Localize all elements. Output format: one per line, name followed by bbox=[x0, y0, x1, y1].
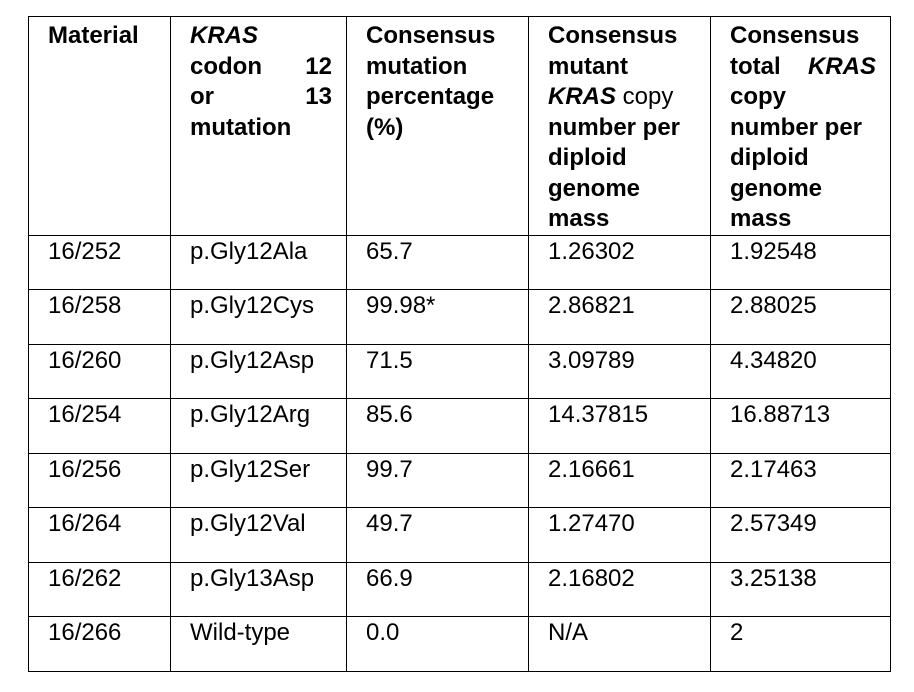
cell-value: 14.37815 bbox=[548, 401, 649, 428]
cell-mutant-copy: 2.16802 bbox=[528, 561, 711, 617]
cell-value: 2.88025 bbox=[730, 292, 817, 319]
cell-value: p.Gly13Asp bbox=[190, 564, 315, 592]
cell-mutant-copy: 14.37815 bbox=[528, 398, 711, 454]
cell-value: 1.27470 bbox=[548, 510, 635, 537]
cell-material: 16/266 bbox=[28, 616, 171, 672]
cell-material: 16/260 bbox=[28, 343, 171, 399]
header-material: Material bbox=[28, 16, 171, 236]
cell-value: 2.16661 bbox=[548, 455, 635, 483]
table-row: 16/254 p.Gly12Arg 85.6 14.37815 16.88713 bbox=[28, 398, 891, 454]
cell-value: 2.86821 bbox=[548, 292, 635, 319]
cell-mutation: p.Gly12Ala bbox=[170, 234, 347, 290]
cell-value: 66.9 bbox=[366, 564, 413, 592]
table-row: 16/260 p.Gly12Asp 71.5 3.09789 4.34820 bbox=[28, 343, 891, 399]
cell-value: 71.5 bbox=[366, 346, 413, 374]
table-row: 16/262 p.Gly13Asp 66.9 2.16802 3.25138 bbox=[28, 561, 891, 617]
cell-material: 16/256 bbox=[28, 452, 171, 508]
header-mutation: KRAS codon 12 or 13 mutation bbox=[170, 16, 347, 236]
cell-value: 16.88713 bbox=[730, 401, 831, 428]
cell-percentage: 85.6 bbox=[346, 398, 529, 454]
cell-total-copy: 2.88025 bbox=[710, 289, 891, 345]
cell-value: p.Gly12Arg bbox=[190, 401, 311, 428]
cell-value: 99.7 bbox=[366, 455, 413, 483]
cell-mutation: p.Gly12Val bbox=[170, 507, 347, 563]
cell-percentage: 66.9 bbox=[346, 561, 529, 617]
cell-mutation: p.Gly12Asp bbox=[170, 343, 347, 399]
cell-percentage: 71.5 bbox=[346, 343, 529, 399]
cell-value: 0.0 bbox=[366, 619, 400, 646]
cell-percentage: 49.7 bbox=[346, 507, 529, 563]
cell-value: p.Gly12Val bbox=[190, 510, 306, 537]
cell-value: p.Gly12Ser bbox=[190, 455, 311, 483]
table-row: 16/256 p.Gly12Ser 99.7 2.16661 2.17463 bbox=[28, 452, 891, 508]
cell-mutation: p.Gly12Ser bbox=[170, 452, 347, 508]
cell-value: 16/264 bbox=[48, 510, 122, 537]
cell-mutant-copy: 1.26302 bbox=[528, 234, 711, 290]
cell-material: 16/258 bbox=[28, 289, 171, 345]
cell-value: 16/262 bbox=[48, 564, 122, 592]
cell-total-copy: 4.34820 bbox=[710, 343, 891, 399]
cell-value: p.Gly12Cys bbox=[190, 292, 315, 319]
header-mutant-copy: Consensus mutant KRAS copy number per di… bbox=[528, 16, 711, 236]
cell-material: 16/252 bbox=[28, 234, 171, 290]
cell-value: 3.25138 bbox=[730, 564, 817, 592]
cell-value: 16/258 bbox=[48, 292, 122, 319]
cell-value: 2.57349 bbox=[730, 510, 817, 537]
cell-value: 2.17463 bbox=[730, 455, 817, 483]
cell-mutant-copy: N/A bbox=[528, 616, 711, 672]
cell-value: p.Gly12Asp bbox=[190, 346, 315, 374]
cell-value: 99.98* bbox=[366, 292, 436, 319]
cell-value: 4.34820 bbox=[730, 346, 817, 374]
table-row: 16/252 p.Gly12Ala 65.7 1.26302 1.92548 bbox=[28, 234, 891, 290]
table-row: 16/258 p.Gly12Cys 99.98* 2.86821 2.88025 bbox=[28, 289, 891, 345]
cell-value: 16/256 bbox=[48, 455, 122, 483]
cell-value: p.Gly12Ala bbox=[190, 237, 308, 265]
cell-material: 16/264 bbox=[28, 507, 171, 563]
cell-value: 16/252 bbox=[48, 237, 122, 265]
cell-total-copy: 3.25138 bbox=[710, 561, 891, 617]
cell-value: 1.92548 bbox=[730, 237, 817, 265]
cell-value: Wild-type bbox=[190, 619, 291, 646]
cell-mutant-copy: 1.27470 bbox=[528, 507, 711, 563]
cell-percentage: 65.7 bbox=[346, 234, 529, 290]
header-percentage: Consensus mutation percentage (%) bbox=[346, 16, 529, 236]
cell-mutation: p.Gly12Cys bbox=[170, 289, 347, 345]
cell-value: 65.7 bbox=[366, 237, 413, 265]
table-row: 16/264 p.Gly12Val 49.7 1.27470 2.57349 bbox=[28, 507, 891, 563]
cell-value: 3.09789 bbox=[548, 346, 635, 374]
cell-mutation: p.Gly12Arg bbox=[170, 398, 347, 454]
cell-mutation: p.Gly13Asp bbox=[170, 561, 347, 617]
cell-mutant-copy: 3.09789 bbox=[528, 343, 711, 399]
cell-total-copy: 2 bbox=[710, 616, 891, 672]
cell-value: N/A bbox=[548, 619, 589, 646]
table-row: 16/266 Wild-type 0.0 N/A 2 bbox=[28, 616, 891, 672]
cell-total-copy: 2.17463 bbox=[710, 452, 891, 508]
cell-total-copy: 1.92548 bbox=[710, 234, 891, 290]
cell-percentage: 0.0 bbox=[346, 616, 529, 672]
cell-total-copy: 16.88713 bbox=[710, 398, 891, 454]
cell-mutant-copy: 2.86821 bbox=[528, 289, 711, 345]
cell-value: 1.26302 bbox=[548, 237, 635, 265]
cell-value: 2.16802 bbox=[548, 564, 635, 592]
cell-value: 16/266 bbox=[48, 619, 122, 646]
cell-mutation: Wild-type bbox=[170, 616, 347, 672]
table-body: 16/252 p.Gly12Ala 65.7 1.26302 1.92548 16/258… bbox=[28, 234, 891, 672]
cell-value: 85.6 bbox=[366, 401, 413, 428]
cell-material: 16/262 bbox=[28, 561, 171, 617]
cell-mutant-copy: 2.16661 bbox=[528, 452, 711, 508]
cell-percentage: 99.98* bbox=[346, 289, 529, 345]
cell-material: 16/254 bbox=[28, 398, 171, 454]
header-total-copy: Consensus total KRAS copy number per dipl… bbox=[710, 16, 891, 236]
cell-value: 16/254 bbox=[48, 401, 122, 428]
cell-percentage: 99.7 bbox=[346, 452, 529, 508]
cell-value: 16/260 bbox=[48, 346, 122, 374]
cell-value: 49.7 bbox=[366, 510, 413, 537]
header-row: Material KRAS codon 12 or 13 mutation Cons… bbox=[28, 16, 891, 236]
cell-total-copy: 2.57349 bbox=[710, 507, 891, 563]
cell-value: 2 bbox=[730, 619, 744, 646]
kras-data-table: Material KRAS codon 12 or 13 mutation Cons… bbox=[28, 16, 891, 672]
